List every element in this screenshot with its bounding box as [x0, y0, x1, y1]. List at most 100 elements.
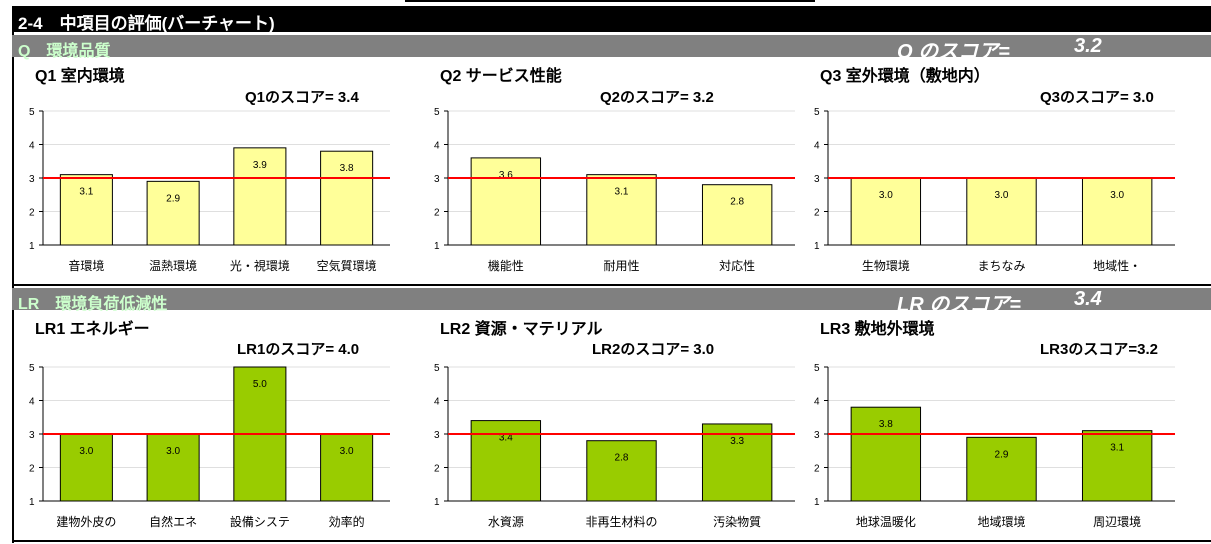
y-tick-label: 3 [29, 174, 35, 185]
y-tick-label: 2 [814, 208, 820, 219]
data-label: 3.4 [499, 433, 513, 444]
chart-panel-lr3: 1 2 3 4 5 3.8 地球温暖化 2.9 地域環境 3.1 周辺環境 LR3 敷地外環境 LR… [800, 312, 1190, 544]
chart-title: Q2 サービス性能 [440, 68, 562, 85]
chart-score: LR3のスコア=3.2 [1040, 341, 1158, 358]
bar [59, 433, 113, 502]
chart-title: Q1 室内環境 [35, 68, 125, 85]
bar [320, 150, 374, 246]
data-label: 3.3 [730, 436, 744, 447]
section-label: Q 環境品質 [18, 43, 111, 60]
x-tick-label: 地域環境 [977, 514, 1025, 529]
top-rule [0, 0, 1211, 6]
section-bar-lr: LR 環境負荷低減性 LR のスコア= 3.4 [12, 288, 1211, 316]
x-tick-label: 建物外皮の [56, 515, 116, 529]
chart-panel-q3: 1 2 3 4 5 3.0 生物環境 3.0 まちなみ 3.0 地域性・ Q3 室外環境（敷地内） … [800, 59, 1190, 291]
data-label: 3.1 [1110, 443, 1124, 454]
bar [320, 433, 374, 502]
y-tick-label: 4 [814, 141, 820, 152]
x-tick-label: 機能性 [488, 258, 524, 273]
data-label: 3.0 [1110, 190, 1124, 201]
data-label: 2.9 [995, 449, 1009, 460]
x-tick-label: 地球温暖化 [856, 515, 916, 529]
bar [701, 184, 773, 246]
y-tick-label: 5 [29, 363, 35, 374]
y-tick-label: 4 [29, 141, 35, 152]
chart-score: Q1のスコア= 3.4 [245, 89, 359, 106]
section-bar-q: Q 環境品質 Q のスコア= 3.2 [12, 35, 1211, 63]
data-label: 3.0 [879, 190, 893, 201]
bar [966, 436, 1037, 502]
section-score-value: 3.4 [1074, 288, 1102, 310]
y-tick-label: 4 [814, 397, 820, 408]
bar [233, 147, 287, 246]
chart-score: Q2のスコア= 3.2 [600, 89, 714, 106]
y-tick-label: 1 [29, 241, 35, 252]
chart-title: LR1 エネルギー [35, 321, 150, 338]
bar [966, 177, 1037, 246]
x-tick-label: 光・視環境 [230, 258, 290, 273]
x-tick-label: 音環境 [68, 258, 104, 273]
y-tick-label: 1 [434, 241, 440, 252]
chart-panel-lr2: 1 2 3 4 5 3.4 水資源 2.8 非再生材料の 3.3 汚染物質 LR2 資源・マテリアル… [420, 312, 810, 544]
x-tick-label: 非再生材料の [585, 515, 657, 529]
data-label: 2.9 [166, 193, 180, 204]
y-tick-label: 3 [814, 430, 820, 441]
y-tick-label: 1 [29, 497, 35, 508]
data-label: 3.9 [253, 160, 267, 171]
x-tick-label: 地域性・ [1093, 259, 1141, 273]
chart-panel-q2: 1 2 3 4 5 3.6 機能性 3.1 耐用性 2.8 対応性 Q2 サービス性能 Q2のスコア… [420, 59, 810, 291]
data-label: 5.0 [253, 379, 267, 390]
x-tick-label: 耐用性 [603, 259, 639, 273]
x-tick-label: 効率的 [329, 514, 365, 529]
bar [586, 440, 657, 502]
y-tick-label: 2 [814, 464, 820, 475]
data-label: 3.8 [340, 163, 354, 174]
bar [586, 174, 657, 246]
bar-chart: 1 2 3 4 5 3.1 音環境 2.9 温熱環境 3.9 光・視環境 3.8 空気質環境 [29, 107, 390, 273]
chart-title: Q3 室外環境（敷地内） [820, 68, 990, 85]
y-tick-label: 2 [29, 208, 35, 219]
section-score-label: Q のスコア= [897, 41, 1010, 63]
x-tick-label: 水資源 [488, 515, 524, 529]
bar [1081, 430, 1153, 502]
chart-title: LR3 敷地外環境 [820, 321, 935, 338]
x-tick-label: 生物環境 [862, 258, 910, 273]
data-label: 3.8 [879, 419, 893, 430]
bar-chart: 1 2 3 4 5 3.4 水資源 2.8 非再生材料の 3.3 汚染物質 [434, 363, 795, 529]
y-tick-label: 1 [434, 497, 440, 508]
x-tick-label: 空気質環境 [317, 258, 377, 273]
data-label: 3.0 [79, 446, 93, 457]
y-tick-label: 5 [434, 107, 440, 118]
y-tick-label: 3 [434, 430, 440, 441]
y-tick-label: 4 [434, 397, 440, 408]
y-tick-label: 3 [29, 430, 35, 441]
bar [701, 423, 773, 502]
bar [146, 180, 200, 246]
data-label: 3.0 [995, 190, 1009, 201]
data-label: 3.6 [499, 170, 513, 181]
y-tick-label: 2 [434, 464, 440, 475]
data-label: 2.8 [615, 453, 629, 464]
x-tick-label: 汚染物質 [713, 514, 761, 529]
page-title: 2-4 中項目の評価(バーチャート) [18, 14, 275, 33]
bar-chart: 1 2 3 4 5 3.8 地球温暖化 2.9 地域環境 3.1 周辺環境 [814, 363, 1175, 529]
data-label: 3.0 [340, 446, 354, 457]
section-score-value: 3.2 [1074, 35, 1102, 57]
bar-chart: 1 2 3 4 5 3.6 機能性 3.1 耐用性 2.8 対応性 [434, 107, 795, 273]
title-bar: 2-4 中項目の評価(バーチャート) [12, 6, 1211, 33]
y-tick-label: 1 [814, 241, 820, 252]
y-tick-label: 5 [29, 107, 35, 118]
data-label: 2.8 [730, 197, 744, 208]
section-score-label: LR のスコア= [897, 294, 1021, 316]
y-tick-label: 3 [434, 174, 440, 185]
chart-score: LR2のスコア= 3.0 [592, 341, 715, 358]
x-tick-label: 対応性 [719, 259, 755, 273]
x-tick-label: 周辺環境 [1093, 514, 1141, 529]
section-divider [12, 284, 1211, 286]
y-tick-label: 4 [29, 397, 35, 408]
y-tick-label: 4 [434, 141, 440, 152]
data-label: 3.1 [615, 187, 629, 198]
chart-panel-q1: 1 2 3 4 5 3.1 音環境 2.9 温熱環境 3.9 光・視環境 3.8 空気質環境 Q1 室内… [15, 59, 405, 291]
frame-bottom-border [12, 540, 1211, 542]
bar [470, 157, 542, 246]
